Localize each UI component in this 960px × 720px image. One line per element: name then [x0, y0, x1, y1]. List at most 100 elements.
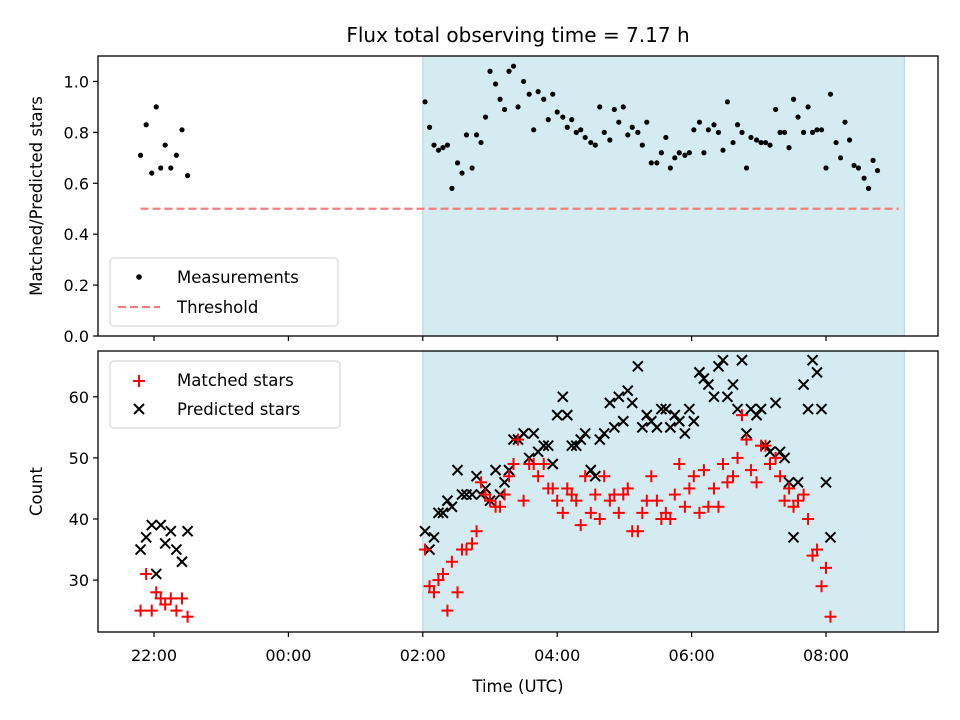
measurement-point — [526, 91, 532, 97]
measurement-point — [162, 142, 168, 148]
measurement-point — [827, 91, 834, 97]
matched-point — [806, 549, 819, 562]
matched-point — [498, 488, 511, 501]
matched-point — [792, 494, 804, 507]
measurement-point — [686, 150, 692, 156]
matched-point — [479, 488, 492, 501]
measurement-point — [739, 129, 745, 135]
predicted-point — [604, 397, 616, 409]
measurement-point — [173, 152, 179, 158]
measurement-point — [743, 165, 750, 171]
matched-point — [621, 482, 634, 495]
predicted-point — [806, 354, 819, 366]
predicted-point — [170, 543, 183, 556]
measurement-point — [625, 132, 631, 138]
measurement-point — [846, 137, 853, 143]
legend-measurements-marker — [136, 274, 142, 280]
matched-point — [683, 482, 696, 495]
matched-point — [824, 610, 837, 623]
matched-point — [612, 506, 625, 519]
measurement-point — [758, 139, 764, 146]
measurement-point — [179, 127, 185, 133]
matched-point — [774, 470, 787, 483]
x-tick-label: 04:00 — [534, 646, 580, 665]
predicted-point — [815, 403, 828, 415]
x-tick-label: 06:00 — [669, 646, 715, 665]
matched-point — [460, 543, 473, 556]
predicted-point — [736, 354, 748, 366]
predicted-point — [693, 366, 706, 379]
matched-point — [631, 525, 644, 538]
measurement-point — [823, 165, 829, 171]
measurement-point — [569, 117, 575, 123]
x-axis-label: Time (UTC) — [471, 677, 563, 696]
measurement-point — [777, 129, 783, 135]
x-tick-label: 00:00 — [265, 646, 311, 665]
measurement-point — [454, 160, 461, 166]
y-ticks-bottom: 30 40 50 60 — [69, 388, 98, 590]
measurement-point — [762, 139, 769, 146]
matched-point — [650, 494, 663, 507]
measurement-point — [701, 150, 707, 156]
measurement-point — [715, 129, 722, 135]
predicted-point — [570, 439, 582, 452]
predicted-point — [651, 421, 663, 434]
measurement-point — [521, 78, 527, 85]
legend-bottom-box — [109, 360, 341, 429]
matched-point — [466, 537, 479, 550]
measurement-point — [493, 81, 499, 87]
predicted-point — [721, 391, 734, 403]
matched-point — [579, 470, 592, 483]
x-tick-label: 02:00 — [400, 646, 446, 665]
measurement-point — [143, 122, 149, 128]
predicted-point — [764, 446, 776, 458]
predicted-point — [820, 476, 832, 489]
matched-point — [419, 543, 432, 556]
predicted-point — [589, 470, 601, 482]
predicted-point — [622, 384, 634, 397]
matched-point — [736, 409, 748, 422]
matched-point — [716, 458, 729, 471]
predicted-point — [579, 427, 591, 440]
measurement-point — [149, 170, 155, 176]
matched-point — [532, 470, 545, 483]
bottom-axes-frame — [97, 350, 939, 633]
matched-point — [475, 476, 488, 489]
matched-point — [697, 464, 710, 477]
measurement-point — [550, 91, 556, 97]
predicted-point — [613, 391, 625, 403]
predicted-point — [542, 439, 554, 452]
matched-point — [423, 580, 436, 593]
predicted-point — [787, 531, 800, 544]
predicted-point — [712, 360, 725, 372]
matched-point — [708, 482, 720, 495]
measurement-point — [753, 137, 760, 143]
predicted-point — [824, 531, 837, 544]
matched-point — [445, 555, 458, 568]
matched-point — [797, 488, 810, 501]
matched-point — [570, 494, 583, 507]
matched-point — [636, 506, 649, 519]
measurement-point — [573, 129, 579, 135]
measurement-point — [629, 124, 635, 130]
measurement-point — [818, 127, 825, 133]
predicted-point — [585, 464, 597, 476]
legend-measurements-label: Measurements — [177, 268, 299, 287]
matched-point — [820, 561, 832, 574]
matched-point — [659, 506, 672, 519]
measurement-point — [506, 68, 512, 74]
y-tick-label: 0.6 — [64, 174, 89, 193]
y-tick-label: 0.4 — [64, 225, 89, 244]
predicted-point — [159, 537, 171, 550]
predicted-point — [632, 360, 644, 372]
measurement-point — [639, 142, 645, 148]
matched-point — [783, 482, 796, 495]
measurement-point — [545, 117, 551, 123]
measurement-point — [734, 122, 741, 128]
predicted-point — [419, 525, 431, 537]
measurement-point — [426, 124, 433, 130]
measurement-point — [874, 167, 881, 174]
measurement-point — [795, 114, 801, 120]
legend-threshold-label: Threshold — [176, 298, 258, 317]
